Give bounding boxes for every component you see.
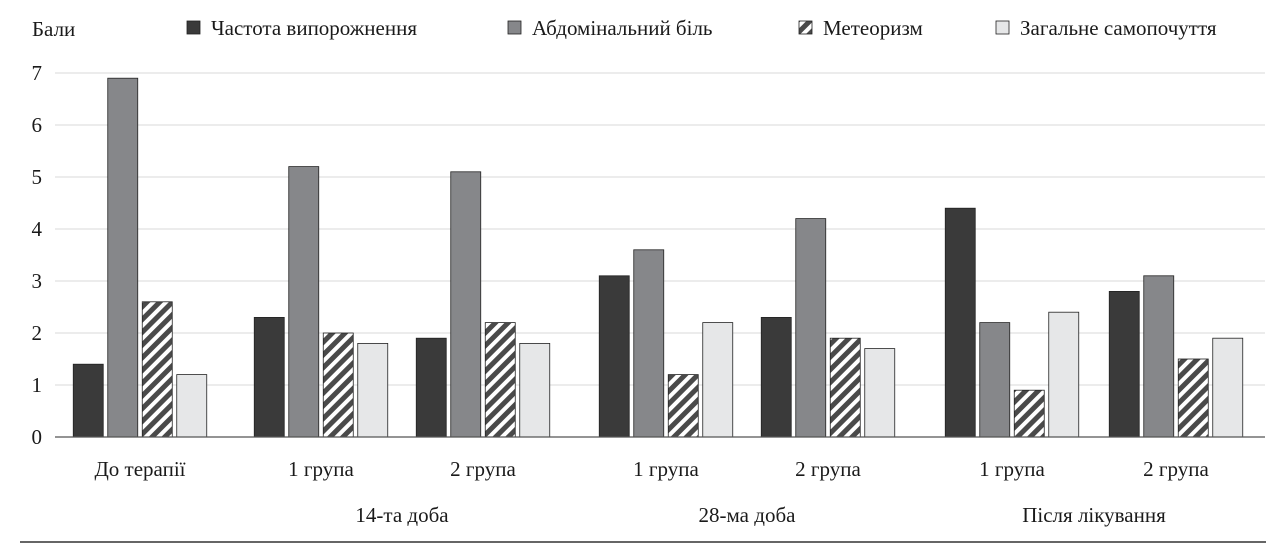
y-tick-label: 2 xyxy=(32,321,43,345)
bar-3-4 xyxy=(667,374,699,438)
y-tick-label: 6 xyxy=(32,113,43,137)
bar-2-3 xyxy=(450,171,482,438)
x-tick-label: 2 група xyxy=(795,457,861,481)
bar-1-2 xyxy=(253,316,285,438)
legend-swatch xyxy=(186,20,201,35)
legend-label: Абдомінальний біль xyxy=(532,16,713,40)
bar-1-5 xyxy=(760,316,792,438)
y-axis-label: Бали xyxy=(32,17,75,41)
legend-label: Частота випорожнення xyxy=(211,16,417,40)
y-tick-label: 0 xyxy=(32,425,43,449)
x-tick-label: 1 група xyxy=(288,457,354,481)
legend-swatch xyxy=(995,20,1010,35)
x-tick-label: 1 група xyxy=(979,457,1045,481)
y-tick-label: 7 xyxy=(32,61,43,85)
bar-2-1 xyxy=(107,77,139,438)
bar-4-7 xyxy=(1212,337,1244,438)
bar-1-1 xyxy=(72,363,104,438)
bar-1-7 xyxy=(1108,290,1140,438)
bar-3-1 xyxy=(141,301,173,438)
bars xyxy=(72,77,1244,438)
category-group-label: 28-ма доба xyxy=(699,503,797,527)
legend: Частота випорожнення Абдомінальний біль Ме… xyxy=(186,16,1217,40)
bar-1-3 xyxy=(415,337,447,438)
y-tick-label: 1 xyxy=(32,373,43,397)
category-group-label: 14-та доба xyxy=(355,503,449,527)
legend-label: Метеоризм xyxy=(823,16,923,40)
bar-4-2 xyxy=(357,342,389,438)
bar-4-6 xyxy=(1048,311,1080,438)
legend-swatch xyxy=(798,20,813,35)
bar-4-5 xyxy=(864,348,896,438)
bar-2-2 xyxy=(288,166,320,438)
x-tick-label: До терапії xyxy=(94,457,185,481)
bar-2-5 xyxy=(795,218,827,438)
bar-1-4 xyxy=(598,275,630,438)
bar-3-6 xyxy=(1013,389,1045,438)
bar-2-4 xyxy=(633,249,665,438)
bar-3-5 xyxy=(829,337,861,438)
bar-3-7 xyxy=(1177,358,1209,438)
x-tick-label: 2 група xyxy=(450,457,516,481)
y-tick-label: 5 xyxy=(32,165,43,189)
bar-4-3 xyxy=(519,342,551,438)
bar-4-4 xyxy=(702,322,734,438)
legend-swatch xyxy=(507,20,522,35)
legend-label: Загальне самопочуття xyxy=(1020,16,1217,40)
y-tick-label: 4 xyxy=(32,217,43,241)
bar-4-1 xyxy=(176,374,208,438)
bar-2-7 xyxy=(1143,275,1175,438)
bar-2-6 xyxy=(979,322,1011,438)
x-tick-label: 2 група xyxy=(1143,457,1209,481)
bar-3-3 xyxy=(484,322,516,438)
category-group-label: Після лікування xyxy=(1022,503,1166,527)
bar-3-2 xyxy=(322,332,354,438)
y-tick-label: 3 xyxy=(32,269,43,293)
bar-1-6 xyxy=(944,207,976,438)
x-tick-label: 1 група xyxy=(633,457,699,481)
